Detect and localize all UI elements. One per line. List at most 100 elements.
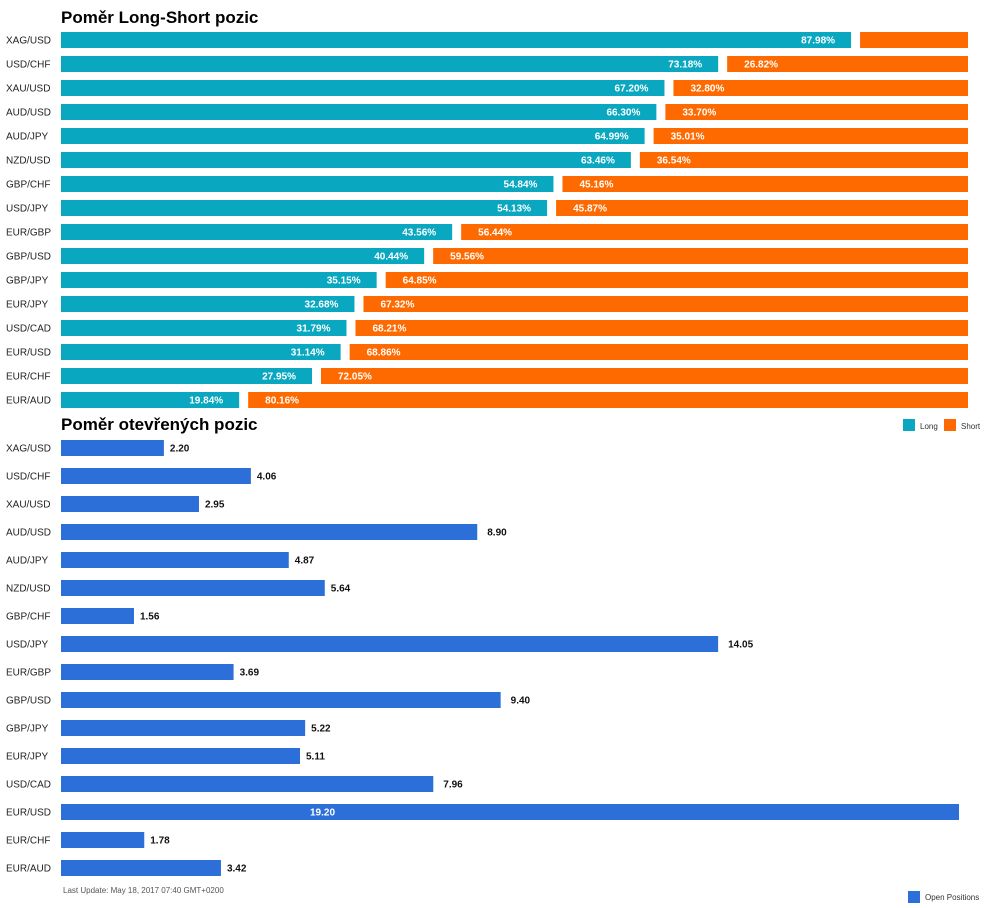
op-category-label-gbp-jpy: GBP/JPY xyxy=(6,724,49,735)
long-bar-eur-jpy xyxy=(61,296,355,312)
ls-category-label-xag-usd: XAG/USD xyxy=(6,36,51,47)
short-value-label-gbp-chf: 45.16% xyxy=(579,180,613,191)
long-bar-xag-usd xyxy=(61,32,852,48)
short-bar-aud-jpy xyxy=(653,128,968,144)
long-short-chart-title: Poměr Long-Short pozic xyxy=(61,8,258,27)
legend-long-label: Long xyxy=(920,422,938,431)
ls-category-label-aud-jpy: AUD/JPY xyxy=(6,132,49,143)
short-value-label-aud-usd: 33.70% xyxy=(682,108,716,119)
op-category-label-usd-chf: USD/CHF xyxy=(6,472,50,483)
open-positions-value-label-eur-gbp: 3.69 xyxy=(240,668,260,679)
ls-category-label-eur-usd: EUR/USD xyxy=(6,348,51,359)
op-category-label-eur-chf: EUR/CHF xyxy=(6,836,50,847)
short-bar-xag-usd xyxy=(860,32,968,48)
open-positions-bar-usd-jpy xyxy=(61,636,719,652)
short-value-label-usd-cad: 68.21% xyxy=(372,324,406,335)
legend-open-positions-label: Open Positions xyxy=(925,893,979,902)
short-bar-eur-gbp xyxy=(461,224,968,240)
long-short-chart: XAG/USD 87.98% USD/CHF 73.18% 26.82% XAU/USD 6… xyxy=(6,32,969,408)
long-value-label-gbp-jpy: 35.15% xyxy=(327,276,361,287)
short-bar-gbp-usd xyxy=(433,248,968,264)
open-positions-chart: XAG/USD 2.20 USD/CHF 4.06 XAU/USD 2.95 AUD/USD… xyxy=(6,440,959,876)
long-bar-gbp-chf xyxy=(61,176,554,192)
short-value-label-nzd-usd: 36.54% xyxy=(657,156,691,167)
op-category-label-eur-usd: EUR/USD xyxy=(6,808,51,819)
open-positions-value-label-nzd-usd: 5.64 xyxy=(331,584,351,595)
short-value-label-eur-jpy: 67.32% xyxy=(380,300,414,311)
long-short-legend: Long Short xyxy=(903,419,981,431)
open-positions-bar-aud-jpy xyxy=(61,552,289,568)
ls-category-label-gbp-chf: GBP/CHF xyxy=(6,180,50,191)
ls-category-label-aud-usd: AUD/USD xyxy=(6,108,51,119)
open-positions-value-label-eur-jpy: 5.11 xyxy=(306,752,325,763)
long-bar-aud-usd xyxy=(61,104,657,120)
open-positions-bar-usd-chf xyxy=(61,468,251,484)
open-positions-value-label-xau-usd: 2.95 xyxy=(205,500,225,511)
open-positions-value-label-aud-jpy: 4.87 xyxy=(295,556,315,567)
long-value-label-aud-usd: 66.30% xyxy=(606,108,640,119)
short-value-label-gbp-usd: 59.56% xyxy=(450,252,484,263)
short-bar-usd-chf xyxy=(727,56,968,72)
open-positions-value-label-eur-usd: 19.20 xyxy=(310,808,335,819)
long-value-label-gbp-usd: 40.44% xyxy=(374,252,408,263)
long-bar-usd-cad xyxy=(61,320,347,336)
short-bar-gbp-jpy xyxy=(385,272,969,288)
long-value-label-usd-chf: 73.18% xyxy=(668,60,702,71)
short-bar-xau-usd xyxy=(673,80,968,96)
long-bar-aud-jpy xyxy=(61,128,645,144)
open-positions-value-label-gbp-chf: 1.56 xyxy=(140,612,160,623)
short-bar-eur-aud xyxy=(248,392,968,408)
short-value-label-eur-gbp: 56.44% xyxy=(478,228,512,239)
long-value-label-eur-chf: 27.95% xyxy=(262,372,296,383)
open-positions-bar-xau-usd xyxy=(61,496,199,512)
short-bar-aud-usd xyxy=(665,104,968,120)
ls-category-label-gbp-jpy: GBP/JPY xyxy=(6,276,49,287)
op-category-label-nzd-usd: NZD/USD xyxy=(6,584,50,595)
open-positions-value-label-usd-cad: 7.96 xyxy=(443,780,463,791)
open-positions-value-label-eur-chf: 1.78 xyxy=(150,836,170,847)
open-positions-bar-xag-usd xyxy=(61,440,164,456)
legend-open-positions-swatch xyxy=(908,891,920,903)
ls-category-label-eur-aud: EUR/AUD xyxy=(6,396,51,407)
short-value-label-eur-aud: 80.16% xyxy=(265,396,299,407)
long-value-label-eur-jpy: 32.68% xyxy=(305,300,339,311)
long-bar-xau-usd xyxy=(61,80,665,96)
op-category-label-eur-gbp: EUR/GBP xyxy=(6,668,51,679)
open-positions-bar-eur-chf xyxy=(61,832,145,848)
long-value-label-nzd-usd: 63.46% xyxy=(581,156,615,167)
ls-category-label-usd-jpy: USD/JPY xyxy=(6,204,49,215)
legend-short-swatch xyxy=(944,419,956,431)
short-value-label-eur-chf: 72.05% xyxy=(338,372,372,383)
open-positions-value-label-eur-aud: 3.42 xyxy=(227,864,247,875)
op-category-label-aud-jpy: AUD/JPY xyxy=(6,556,49,567)
ls-category-label-eur-gbp: EUR/GBP xyxy=(6,228,51,239)
short-value-label-aud-jpy: 35.01% xyxy=(671,132,705,143)
last-update-text: Last Update: May 18, 2017 07:40 GMT+0200 xyxy=(63,886,224,895)
open-positions-bar-gbp-chf xyxy=(61,608,134,624)
open-positions-bar-eur-jpy xyxy=(61,748,300,764)
open-positions-legend: Open Positions xyxy=(908,891,979,903)
long-value-label-usd-jpy: 54.13% xyxy=(497,204,531,215)
op-category-label-usd-cad: USD/CAD xyxy=(6,780,51,791)
op-category-label-gbp-usd: GBP/USD xyxy=(6,696,51,707)
short-value-label-gbp-jpy: 64.85% xyxy=(403,276,437,287)
ls-category-label-xau-usd: XAU/USD xyxy=(6,84,50,95)
long-bar-eur-gbp xyxy=(61,224,453,240)
long-bar-usd-jpy xyxy=(61,200,548,216)
long-value-label-eur-aud: 19.84% xyxy=(189,396,223,407)
long-value-label-xag-usd: 87.98% xyxy=(801,36,835,47)
open-positions-bar-nzd-usd xyxy=(61,580,325,596)
open-positions-bar-aud-usd xyxy=(61,524,478,540)
ls-category-label-usd-cad: USD/CAD xyxy=(6,324,51,335)
open-positions-value-label-usd-chf: 4.06 xyxy=(257,472,277,483)
short-bar-gbp-chf xyxy=(562,176,968,192)
short-bar-usd-cad xyxy=(355,320,968,336)
open-positions-bar-gbp-jpy xyxy=(61,720,306,736)
short-bar-eur-usd xyxy=(349,344,968,360)
long-value-label-gbp-chf: 54.84% xyxy=(504,180,538,191)
ls-category-label-usd-chf: USD/CHF xyxy=(6,60,50,71)
long-value-label-eur-gbp: 43.56% xyxy=(402,228,436,239)
ls-category-label-gbp-usd: GBP/USD xyxy=(6,252,51,263)
open-positions-bar-eur-aud xyxy=(61,860,221,876)
